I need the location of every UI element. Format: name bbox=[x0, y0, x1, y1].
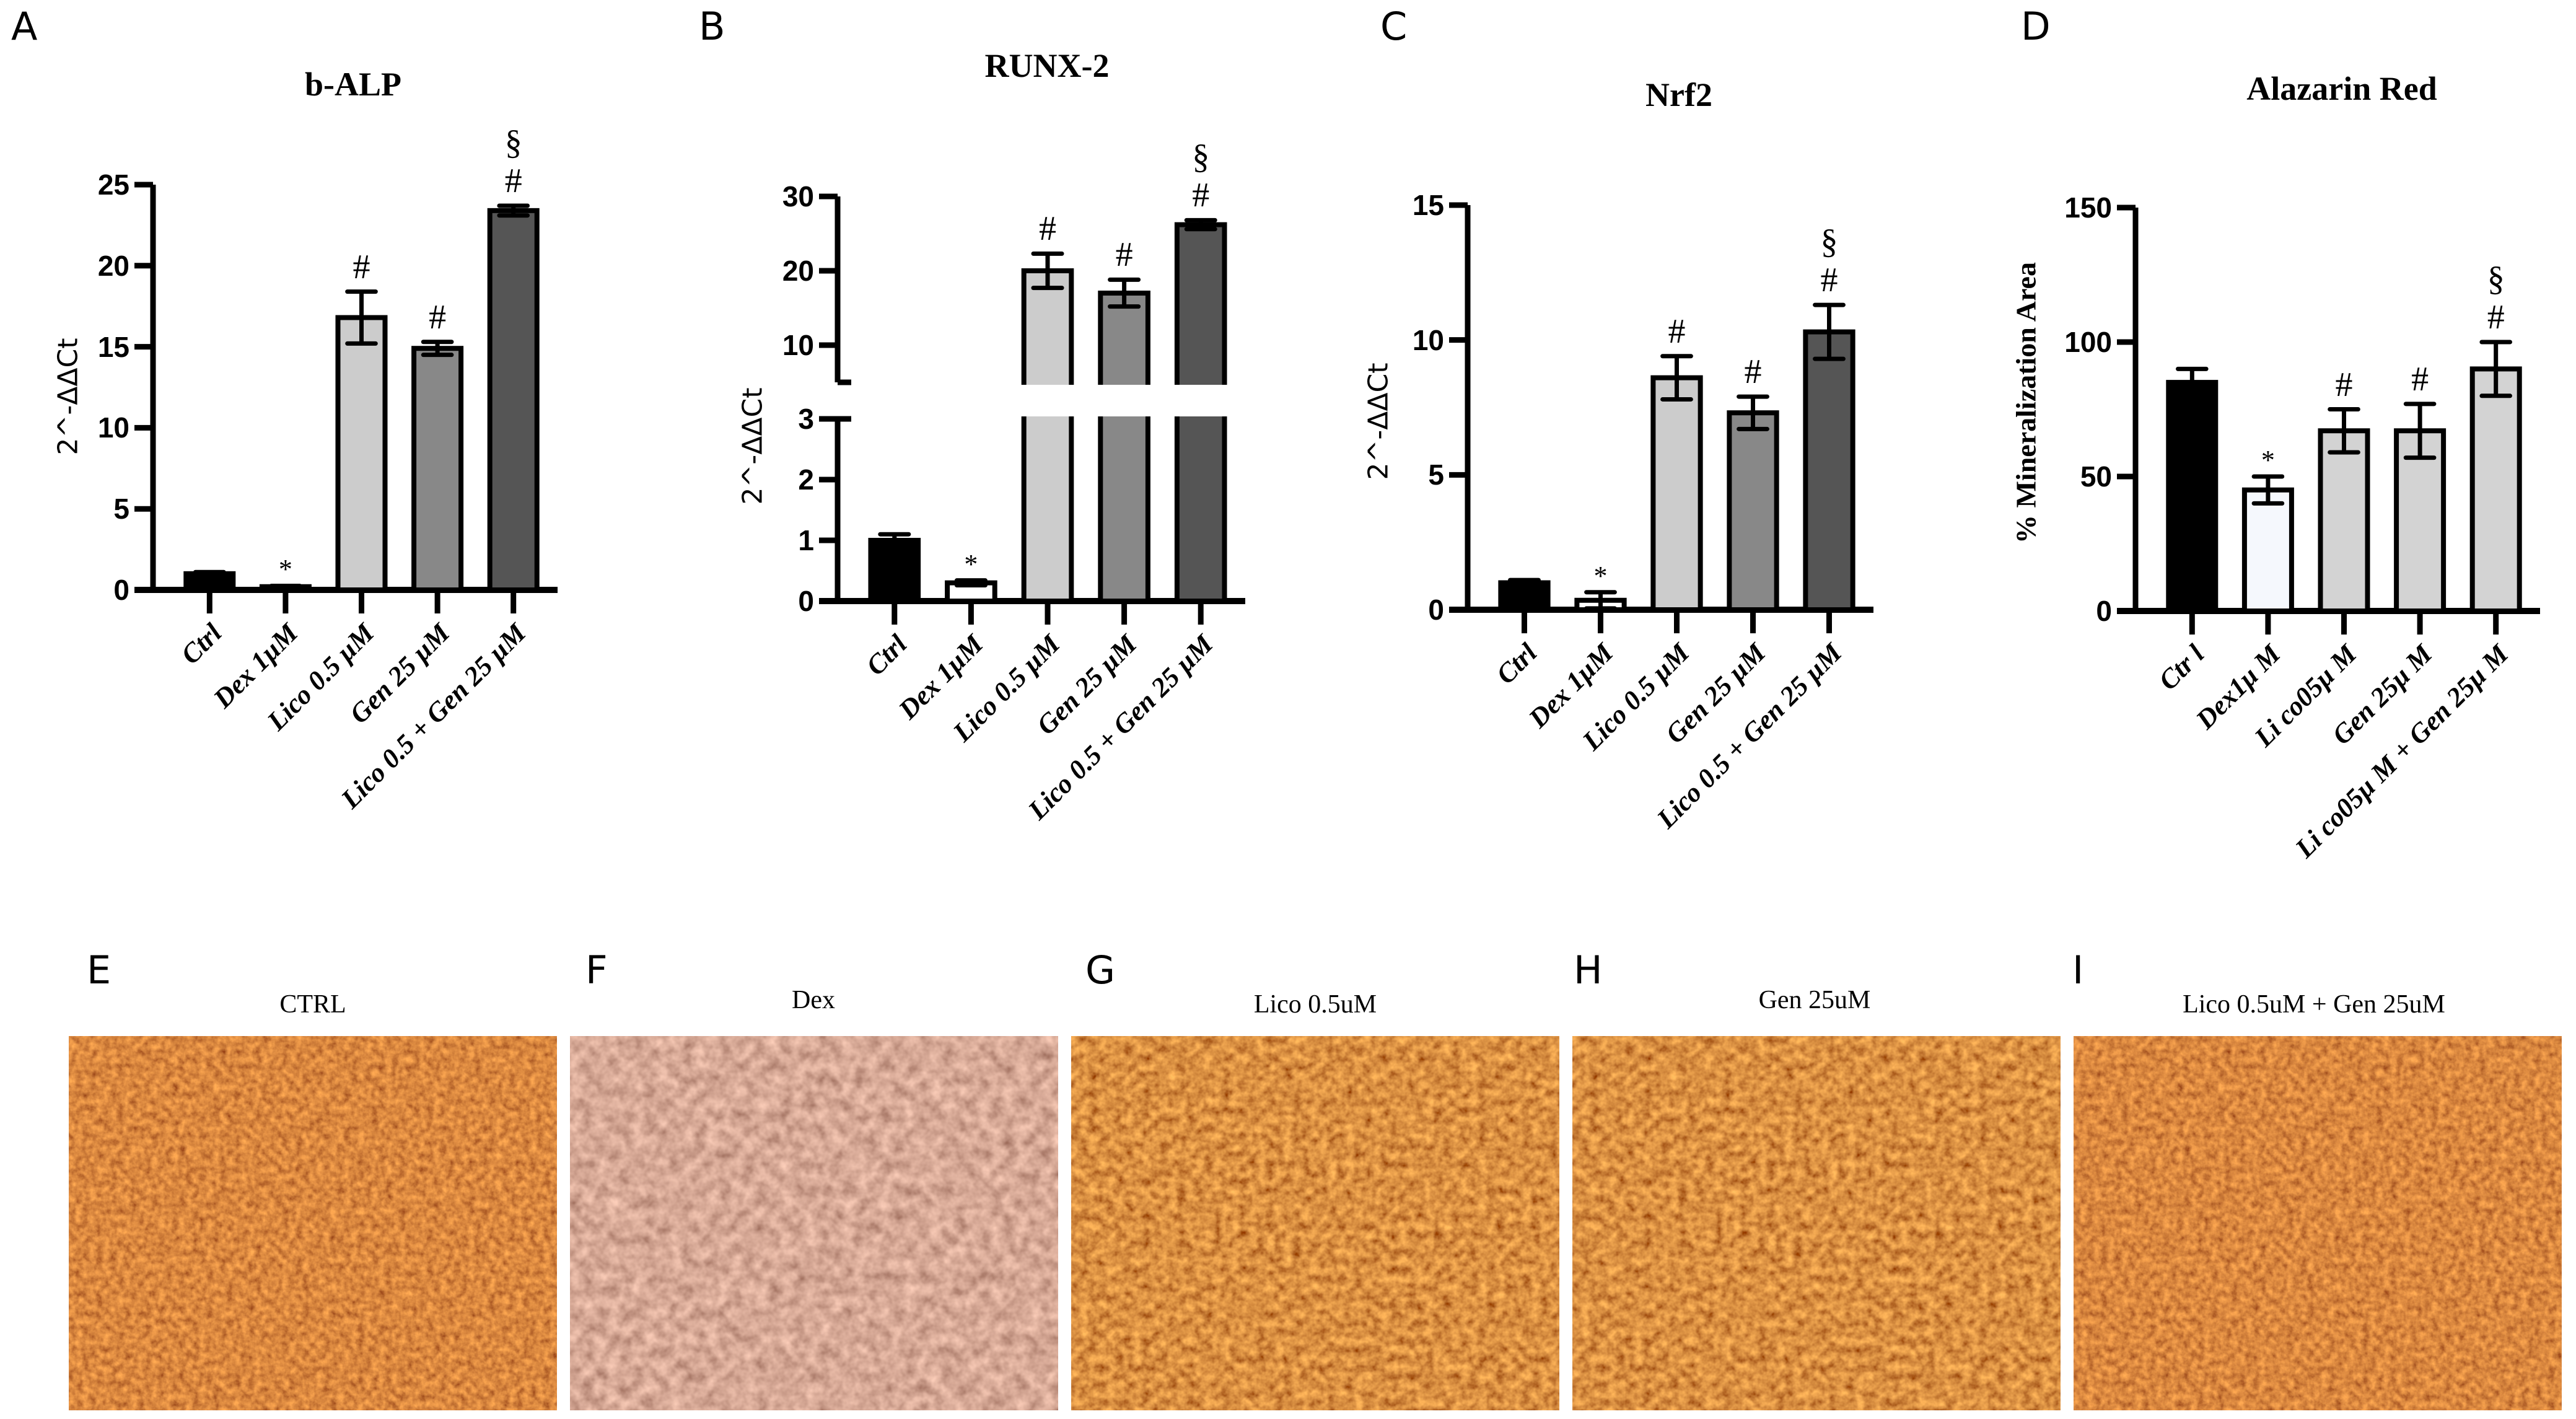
bar-lico bbox=[2318, 428, 2370, 613]
y-tick-label: 15 bbox=[1412, 189, 1444, 221]
panel-letter-f: F bbox=[585, 947, 608, 993]
micrograph-combo bbox=[2074, 1036, 2562, 1410]
significance-hash: # bbox=[2411, 359, 2429, 398]
y-tick-label: 20 bbox=[782, 255, 814, 287]
y-tick-label: 0 bbox=[113, 574, 129, 606]
significance-hash: # bbox=[353, 247, 370, 286]
y-tick-label: 10 bbox=[782, 329, 814, 361]
bar-lico bbox=[335, 315, 388, 593]
y-tick-label: 50 bbox=[2080, 460, 2112, 493]
significance-star: * bbox=[1593, 560, 1608, 591]
bar-dex bbox=[2241, 487, 2294, 614]
micrograph-ctrl bbox=[69, 1036, 557, 1410]
bar-ctrl bbox=[183, 571, 236, 593]
significance-hash: # bbox=[1820, 261, 1838, 300]
y-tick-label: 30 bbox=[782, 180, 814, 213]
significance-star: * bbox=[964, 548, 978, 579]
panel-letter-g: G bbox=[1085, 947, 1116, 993]
micrograph-dex bbox=[570, 1036, 1058, 1410]
panel-letter-i: I bbox=[2072, 947, 2084, 993]
significance-hash: # bbox=[1668, 312, 1686, 351]
bar-ctrl bbox=[2166, 380, 2219, 613]
bar-gen bbox=[411, 346, 464, 592]
significance-hash: # bbox=[2335, 365, 2353, 404]
chart-a bbox=[134, 182, 558, 613]
panel-letter-b: B bbox=[699, 4, 725, 49]
image-title-gen: Gen 25uM bbox=[1758, 986, 1871, 1014]
bar-combo bbox=[487, 208, 540, 592]
bar-ctrl bbox=[868, 538, 921, 604]
y-tick-label: 20 bbox=[97, 249, 129, 282]
significance-section: § bbox=[1820, 222, 1838, 261]
significance-hash: # bbox=[1115, 235, 1133, 275]
y-tick-label: 2 bbox=[798, 463, 814, 496]
significance-section: § bbox=[2487, 260, 2505, 298]
y-tick-label: 150 bbox=[2064, 191, 2112, 224]
significance-hash: # bbox=[1039, 209, 1056, 248]
y-tick-label: 15 bbox=[97, 330, 129, 363]
y-tick-label: 3 bbox=[798, 403, 814, 435]
panel-letter-d: D bbox=[2021, 4, 2051, 49]
y-tick-label: 10 bbox=[1412, 323, 1444, 356]
bar-combo bbox=[2469, 366, 2522, 614]
chart-c bbox=[1449, 202, 1873, 633]
y-tick-label: 25 bbox=[97, 169, 129, 201]
panel-letter-h: H bbox=[1574, 947, 1603, 993]
y-tick-label: 100 bbox=[2064, 326, 2112, 358]
significance-section: § bbox=[504, 123, 522, 162]
y-tick-label: 10 bbox=[97, 411, 129, 444]
chart-title-c: Nrf2 bbox=[1645, 76, 1712, 113]
y-tick-label: 5 bbox=[1428, 459, 1444, 491]
panel-letter-a: A bbox=[11, 4, 38, 49]
y-tick-label: 0 bbox=[2096, 595, 2112, 627]
bar-gen bbox=[1098, 291, 1150, 604]
charts-svg bbox=[134, 182, 2540, 635]
y-tick-label: 1 bbox=[798, 524, 814, 556]
bar-lico bbox=[1650, 375, 1703, 612]
significance-star: * bbox=[278, 554, 292, 585]
significance-section: § bbox=[1192, 138, 1210, 177]
image-title-dex: Dex bbox=[792, 986, 835, 1014]
image-title-combo: Lico 0.5uM + Gen 25uM bbox=[2183, 990, 2445, 1019]
significance-star: * bbox=[2261, 445, 2275, 475]
bar-lico bbox=[1021, 268, 1074, 604]
panel-letter-c: C bbox=[1380, 4, 1408, 49]
significance-hash: # bbox=[2487, 298, 2505, 336]
significance-hash: # bbox=[1192, 176, 1210, 215]
chart-d bbox=[2117, 204, 2540, 635]
image-title-ctrl: CTRL bbox=[279, 990, 346, 1019]
micrograph-gen bbox=[1572, 1036, 2061, 1410]
y-tick-label: 5 bbox=[113, 493, 129, 525]
chart-title-d: Alazarin Red bbox=[2246, 70, 2437, 107]
y-tick-label: 0 bbox=[1428, 594, 1444, 626]
significance-hash: # bbox=[1744, 353, 1762, 392]
significance-hash: # bbox=[429, 297, 447, 336]
chart-title-b: RUNX-2 bbox=[984, 47, 1110, 84]
chart-b bbox=[819, 193, 1245, 625]
micrograph-lico bbox=[1071, 1036, 1559, 1410]
significance-hash: # bbox=[504, 162, 522, 200]
image-title-lico: Lico 0.5uM bbox=[1253, 990, 1377, 1019]
bar-gen bbox=[1727, 410, 1779, 612]
panel-letter-e: E bbox=[87, 947, 112, 993]
bar-combo bbox=[1803, 329, 1855, 613]
y-tick-label: 0 bbox=[798, 585, 814, 617]
chart-title-a: b-ALP bbox=[304, 66, 402, 103]
bar-ctrl bbox=[1498, 580, 1551, 613]
